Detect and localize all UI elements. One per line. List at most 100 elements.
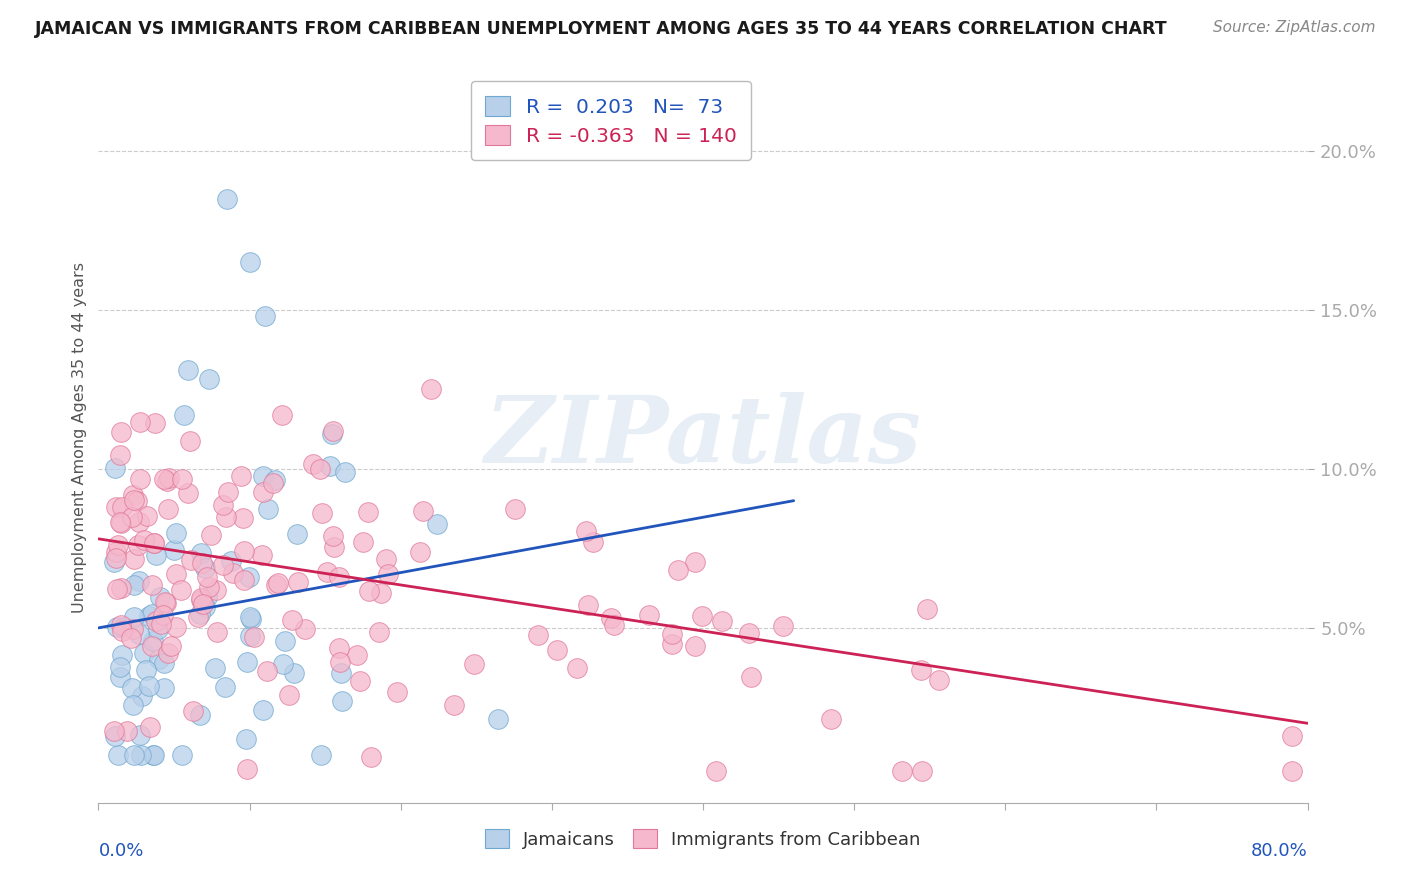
Point: [194, 599, 217, 614]
Point: [122, 623, 145, 637]
Point: [165, 566, 187, 581]
Point: [135, 663, 157, 677]
Point: [215, 192, 238, 206]
Point: [142, 536, 165, 550]
Point: [277, 688, 299, 702]
Point: [110, 618, 132, 632]
Point: [360, 749, 382, 764]
Point: [120, 632, 142, 646]
Point: [198, 580, 221, 594]
Point: [170, 473, 193, 487]
Point: [129, 728, 152, 742]
Point: [233, 574, 256, 588]
Point: [188, 607, 211, 621]
Point: [110, 500, 132, 514]
Point: [172, 748, 194, 763]
Point: [146, 622, 169, 636]
Point: [638, 608, 661, 623]
Point: [270, 409, 292, 423]
Point: [582, 535, 605, 549]
Point: [122, 698, 145, 712]
Point: [215, 509, 238, 524]
Point: [917, 602, 939, 616]
Point: [105, 544, 128, 558]
Point: [370, 586, 392, 600]
Point: [138, 720, 160, 734]
Point: [349, 674, 371, 689]
Point: [129, 472, 152, 486]
Point: [141, 639, 163, 653]
Point: [330, 665, 353, 680]
Point: [287, 575, 309, 590]
Point: [104, 729, 127, 743]
Point: [253, 310, 276, 324]
Point: [315, 565, 337, 579]
Text: ZIPatlas: ZIPatlas: [485, 392, 921, 482]
Point: [128, 415, 150, 429]
Point: [357, 584, 380, 599]
Point: [111, 648, 134, 662]
Point: [217, 485, 239, 500]
Point: [181, 704, 204, 718]
Point: [273, 634, 295, 648]
Point: [212, 558, 235, 573]
Point: [690, 608, 713, 623]
Point: [122, 748, 145, 763]
Point: [110, 581, 132, 595]
Point: [200, 527, 222, 541]
Point: [357, 505, 380, 519]
Point: [328, 569, 350, 583]
Point: [311, 506, 333, 520]
Point: [205, 583, 228, 598]
Point: [221, 554, 243, 568]
Point: [353, 535, 375, 549]
Point: [142, 748, 165, 763]
Point: [107, 538, 129, 552]
Text: 0.0%: 0.0%: [98, 842, 143, 860]
Point: [134, 533, 156, 547]
Point: [107, 748, 129, 763]
Point: [426, 516, 449, 531]
Point: [170, 582, 193, 597]
Point: [155, 596, 177, 610]
Point: [190, 593, 212, 607]
Point: [165, 620, 187, 634]
Point: [1281, 764, 1303, 778]
Point: [704, 764, 727, 778]
Point: [122, 610, 145, 624]
Point: [256, 665, 278, 679]
Point: [115, 723, 138, 738]
Point: [104, 461, 127, 475]
Point: [122, 492, 145, 507]
Point: [239, 255, 262, 269]
Point: [207, 625, 229, 640]
Point: [329, 656, 352, 670]
Point: [385, 684, 408, 698]
Point: [157, 471, 180, 485]
Point: [153, 594, 176, 608]
Point: [420, 383, 443, 397]
Point: [138, 679, 160, 693]
Point: [252, 469, 274, 483]
Point: [143, 417, 166, 431]
Point: [191, 597, 214, 611]
Point: [131, 689, 153, 703]
Point: [127, 538, 149, 552]
Point: [367, 625, 389, 640]
Point: [294, 622, 316, 636]
Point: [188, 708, 211, 723]
Point: [179, 434, 201, 449]
Point: [110, 425, 132, 439]
Point: [143, 536, 166, 550]
Point: [412, 504, 434, 518]
Point: [165, 525, 187, 540]
Point: [190, 546, 212, 560]
Point: [346, 648, 368, 662]
Point: [122, 552, 145, 566]
Point: [105, 582, 128, 597]
Point: [283, 666, 305, 681]
Point: [195, 570, 218, 584]
Point: [142, 748, 165, 763]
Point: [128, 626, 150, 640]
Point: [128, 574, 150, 589]
